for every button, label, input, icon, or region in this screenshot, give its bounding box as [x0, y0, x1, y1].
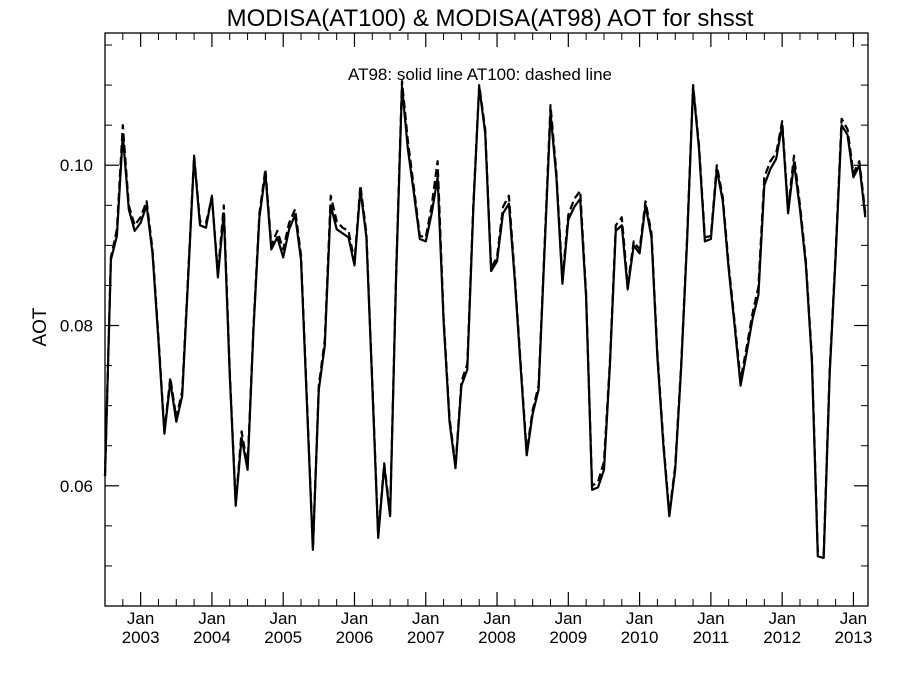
y-axis-label: AOT — [30, 307, 51, 346]
x-tick-month: Jan — [697, 609, 724, 628]
x-tick-year: 2013 — [835, 628, 873, 647]
x-tick-year: 2008 — [478, 628, 516, 647]
y-axis: 0.06 0.08 0.10 — [60, 156, 868, 496]
x-tick-month: Jan — [626, 609, 653, 628]
x-tick-month: Jan — [483, 609, 510, 628]
x-tick-year: 2007 — [407, 628, 445, 647]
series-group — [103, 79, 867, 560]
x-tick-month: Jan — [198, 609, 225, 628]
x-tick-year: 2010 — [621, 628, 659, 647]
x-tick-month: Jan — [555, 609, 582, 628]
x-tick-month: Jan — [341, 609, 368, 628]
x-tick-year: 2003 — [122, 628, 160, 647]
y-tick-label: 0.08 — [60, 317, 93, 336]
x-tick-month: Jan — [412, 609, 439, 628]
x-tick-year: 2012 — [763, 628, 801, 647]
x-tick-month: Jan — [768, 609, 795, 628]
x-tick-year: 2004 — [193, 628, 231, 647]
x-tick-year: 2011 — [693, 628, 730, 647]
x-axis: Jan2003Jan2004Jan2005Jan2006Jan2007Jan20… — [122, 33, 873, 647]
plot-frame — [104, 32, 869, 607]
x-tick-year: 2005 — [264, 628, 302, 647]
y-tick-label: 0.10 — [60, 156, 93, 175]
x-tick-month: Jan — [269, 609, 296, 628]
x-tick-month: Jan — [840, 609, 867, 628]
x-tick-year: 2009 — [549, 628, 587, 647]
series-line-dashed — [103, 79, 867, 556]
x-tick-year: 2006 — [336, 628, 374, 647]
chart-title: MODISA(AT100) & MODISA(AT98) AOT for shs… — [227, 5, 754, 32]
series-annotation: AT98: solid line AT100: dashed line — [348, 65, 612, 84]
x-tick-month: Jan — [127, 609, 154, 628]
y-tick-label: 0.06 — [60, 477, 93, 496]
minor-ticks — [105, 33, 868, 606]
